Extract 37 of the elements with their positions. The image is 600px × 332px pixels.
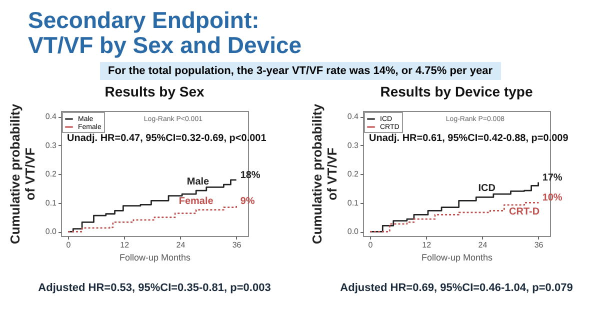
y-tick-label: 0.1 [45,198,58,208]
y-tick-label: 0.4 [45,112,58,122]
text: Adjusted HR=0.69, 95%CI=0.46-1.04, p=0.079 [340,282,573,294]
annotation: 18% [240,170,260,181]
chart-title: Results by Device type [380,83,533,100]
x-tick-label: 12 [120,240,130,250]
y-axis-title: Cumulative probability of VT/VF [7,103,38,244]
x-tick-label: 36 [534,240,544,250]
x-tick-label: 36 [232,240,242,250]
annotation: ICD [478,183,496,194]
x-tick-label: 24 [176,240,186,250]
y-tick-label: 0.1 [347,198,360,208]
annotation: Female [178,196,214,207]
x-tick-label: 24 [478,240,488,250]
y-tick-label: 0.2 [45,170,58,179]
text: Secondary Endpoint: [28,7,260,33]
y-tick-label: 0.4 [347,112,360,122]
annotation: Unadj. HR=0.61, 95%CI=0.42-0.88, p=0.009 [369,133,569,144]
text: For the total population, the 3-year VT/VF rate was 14%, or 4.75% per year [100,62,501,80]
annotation: Male [186,176,210,188]
text: Adjusted HR=0.53, 95%CI=0.35-0.81, p=0.003 [38,282,271,294]
y-axis-title: Cumulative probability of VT/VF [309,103,340,244]
annotation: 17% [542,172,562,184]
x-tick-label: 0 [66,240,72,250]
x-tick-label: 0 [368,240,374,250]
y-tick-label: 0.2 [347,170,360,179]
y-tick-label: 0.0 [45,227,58,236]
x-axis-title: Follow-up Months [119,252,192,262]
annotation: CRT-D [509,206,540,218]
y-tick-label: 0.0 [347,227,360,236]
chart-title: Results by Sex [104,83,205,100]
x-tick-label: 12 [422,240,432,250]
text: VT/VF by Sex and Device [28,32,303,58]
y-tick-label: 0.3 [45,140,58,150]
y-tick-label: 0.3 [347,140,360,150]
x-axis-title: Follow-up Months [421,252,494,262]
annotation: Unadj. HR=0.47, 95%CI=0.32-0.69, p<0.001 [67,133,267,144]
